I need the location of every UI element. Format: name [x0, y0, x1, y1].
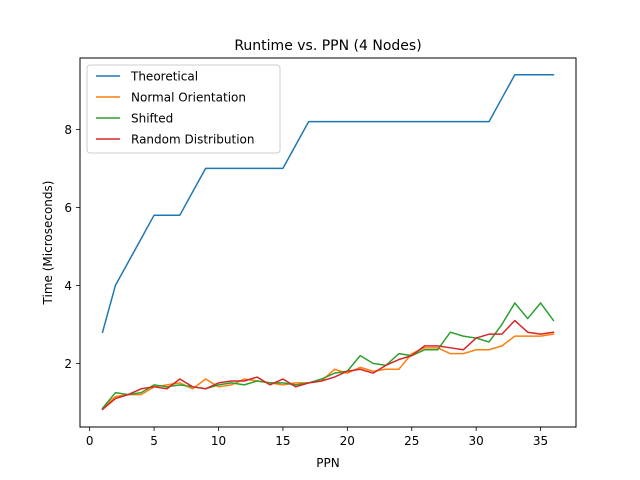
legend-label: Random Distribution [131, 133, 255, 147]
legend: Theoretical Normal Orientation Shifted Rand… [86, 64, 281, 154]
plot-frame [79, 57, 577, 428]
x-tick-label: 25 [404, 434, 419, 448]
y-axis-label: Time (Microseconds) [41, 181, 55, 306]
x-axis-label: PPN [316, 456, 339, 470]
x-tick-label: 35 [533, 434, 548, 448]
series-line-1 [101, 333, 555, 410]
y-tick-label: 6 [64, 201, 72, 215]
y-axis: 2 4 6 8 [64, 123, 80, 371]
x-tick-label: 15 [275, 434, 290, 448]
y-tick-label: 8 [64, 123, 72, 137]
x-tick-label: 10 [211, 434, 226, 448]
y-tick-label: 4 [64, 279, 72, 293]
x-axis: 0 5 10 15 20 25 30 35 [86, 427, 548, 448]
legend-label: Shifted [131, 112, 173, 126]
plot-series [101, 74, 555, 411]
x-tick-label: 5 [150, 434, 158, 448]
y-tick-label: 2 [64, 357, 72, 371]
chart-title: Runtime vs. PPN (4 Nodes) [234, 38, 421, 54]
x-tick-label: 20 [340, 434, 355, 448]
legend-label: Theoretical [130, 70, 198, 84]
series-line-3 [101, 319, 555, 411]
x-tick-label: 30 [469, 434, 484, 448]
series-line-2 [101, 302, 555, 410]
x-tick-label: 0 [86, 434, 94, 448]
series-line-0 [101, 74, 555, 334]
legend-label: Normal Orientation [131, 91, 246, 105]
legend-box [86, 64, 281, 154]
